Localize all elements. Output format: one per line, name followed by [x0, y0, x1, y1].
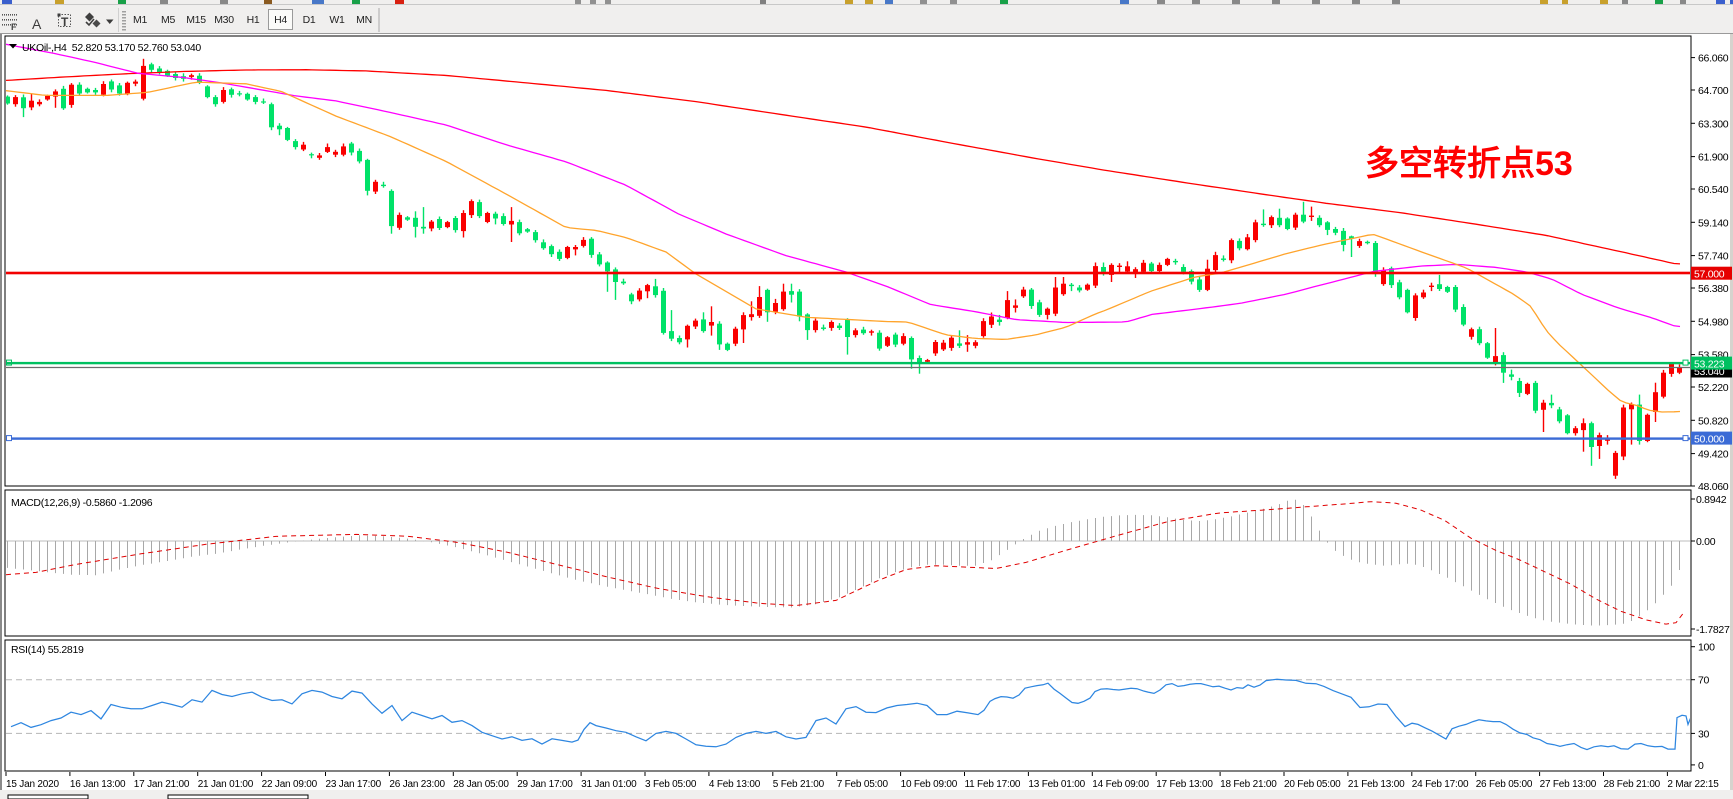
svg-text:48.060: 48.060 [1698, 481, 1729, 493]
svg-text:70: 70 [1698, 675, 1710, 687]
svg-text:21 Feb 13:00: 21 Feb 13:00 [1348, 779, 1405, 790]
svg-text:50.820: 50.820 [1698, 415, 1729, 427]
svg-text:24 Feb 17:00: 24 Feb 17:00 [1412, 779, 1469, 790]
svg-text:10 Feb 09:00: 10 Feb 09:00 [901, 779, 958, 790]
svg-text:63.300: 63.300 [1698, 118, 1729, 130]
svg-text:22 Jan 09:00: 22 Jan 09:00 [262, 779, 318, 790]
svg-text:多空转折点53: 多空转折点53 [1365, 145, 1573, 183]
svg-text:59.140: 59.140 [1698, 217, 1729, 229]
svg-text:T: T [61, 15, 69, 29]
svg-text:53.223: 53.223 [1694, 358, 1725, 370]
svg-text:11 Feb 17:00: 11 Feb 17:00 [965, 779, 1021, 790]
svg-text:13 Feb 01:00: 13 Feb 01:00 [1028, 779, 1085, 790]
svg-text:28 Feb 21:00: 28 Feb 21:00 [1604, 779, 1661, 790]
svg-text:100: 100 [1698, 642, 1715, 654]
svg-text:21 Jan 01:00: 21 Jan 01:00 [198, 779, 254, 790]
svg-text:54.980: 54.980 [1698, 316, 1729, 328]
svg-text:15 Jan 2020: 15 Jan 2020 [6, 779, 59, 790]
svg-text:23 Jan 17:00: 23 Jan 17:00 [326, 779, 382, 790]
svg-text:MACD(12,26,9) -0.5860 -1.2096: MACD(12,26,9) -0.5860 -1.2096 [11, 497, 153, 509]
svg-text:27 Feb 13:00: 27 Feb 13:00 [1540, 779, 1597, 790]
svg-text:0.8942: 0.8942 [1696, 494, 1727, 506]
svg-text:50.000: 50.000 [1694, 433, 1725, 445]
svg-text:26 Jan 23:00: 26 Jan 23:00 [389, 779, 445, 790]
svg-text:3 Feb 05:00: 3 Feb 05:00 [645, 779, 697, 790]
svg-text:64.700: 64.700 [1698, 85, 1729, 97]
svg-text:0.00: 0.00 [1696, 536, 1716, 548]
svg-text:7 Feb 05:00: 7 Feb 05:00 [837, 779, 889, 790]
svg-text:60.540: 60.540 [1698, 184, 1729, 196]
svg-text:49.420: 49.420 [1698, 449, 1729, 461]
svg-text:57.740: 57.740 [1698, 251, 1729, 263]
svg-text:26 Feb 05:00: 26 Feb 05:00 [1476, 779, 1533, 790]
svg-text:31 Jan 01:00: 31 Jan 01:00 [581, 779, 637, 790]
svg-text:61.900: 61.900 [1698, 152, 1729, 164]
svg-text:20 Feb 05:00: 20 Feb 05:00 [1284, 779, 1341, 790]
svg-text:17 Jan 21:00: 17 Jan 21:00 [134, 779, 190, 790]
svg-text:-1.7827: -1.7827 [1696, 624, 1730, 636]
svg-text:29 Jan 17:00: 29 Jan 17:00 [517, 779, 573, 790]
svg-text:66.060: 66.060 [1698, 53, 1729, 65]
svg-text:56.380: 56.380 [1698, 283, 1729, 295]
svg-text:14 Feb 09:00: 14 Feb 09:00 [1092, 779, 1149, 790]
svg-text:5 Feb 21:00: 5 Feb 21:00 [773, 779, 825, 790]
svg-text:0: 0 [1698, 760, 1704, 772]
svg-text:UKOil-,H4 52.820 53.170 52.76: UKOil-,H4 52.820 53.170 52.760 53.040 [22, 42, 201, 54]
svg-text:57.000: 57.000 [1694, 268, 1725, 280]
svg-text:F: F [11, 22, 17, 32]
svg-text:30: 30 [1698, 728, 1710, 740]
svg-text:52.220: 52.220 [1698, 382, 1729, 394]
svg-text:17 Feb 13:00: 17 Feb 13:00 [1156, 779, 1213, 790]
svg-text:18 Feb 21:00: 18 Feb 21:00 [1220, 779, 1277, 790]
svg-text:28 Jan 05:00: 28 Jan 05:00 [453, 779, 509, 790]
svg-text:4 Feb 13:00: 4 Feb 13:00 [709, 779, 761, 790]
svg-text:16 Jan 13:00: 16 Jan 13:00 [70, 779, 126, 790]
svg-text:RSI(14) 55.2819: RSI(14) 55.2819 [11, 644, 84, 656]
svg-text:2 Mar 22:15: 2 Mar 22:15 [1667, 779, 1719, 790]
